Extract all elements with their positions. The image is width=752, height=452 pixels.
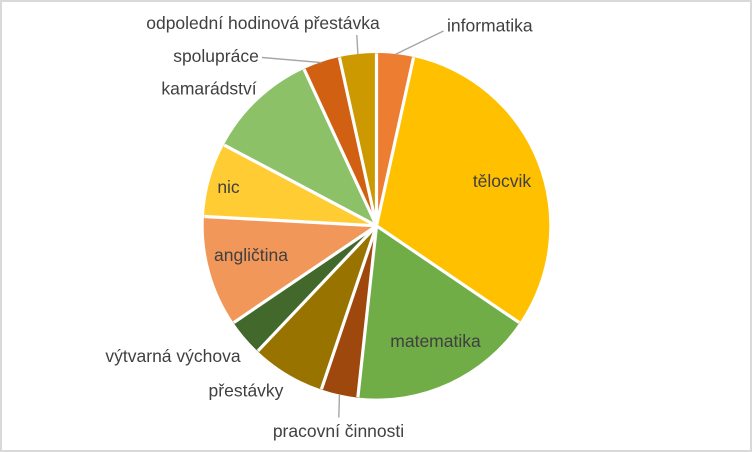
leader-line-pracovni-cinnosti <box>338 394 341 418</box>
slice-label-nic: nic <box>217 177 240 197</box>
slice-label-pracovni-cinnosti: pracovní činnosti <box>273 421 404 441</box>
slice-label-telocvik: tělocvik <box>473 171 532 191</box>
pie-slice-matematika <box>357 225 520 399</box>
leader-line-odpoledni-hodinova-prestavka <box>356 34 359 55</box>
slice-separator <box>232 224 378 324</box>
slice-label-vytvarna-vychova: výtvarná výchova <box>105 346 240 366</box>
slice-labels: informatika tělocvik matematika pracovní či… <box>105 13 532 441</box>
slice-label-kamaradstvi: kamarádství <box>161 79 256 99</box>
pie-slice-anglictina <box>203 216 377 323</box>
slice-separator <box>302 68 378 227</box>
pie-slice-vytvarna-vychova <box>233 225 377 352</box>
slice-separator <box>375 224 521 324</box>
leader-line-informatika <box>394 30 444 56</box>
slice-label-informatika: informatika <box>447 16 533 36</box>
slice-separator <box>256 224 378 353</box>
slice-separator <box>223 143 378 228</box>
slice-separator <box>204 214 377 228</box>
pie-slice-prestavky <box>257 225 377 390</box>
pie-slice-kamaradstvi <box>223 68 377 226</box>
slice-label-matematika: matematika <box>390 331 481 351</box>
slice-label-odpoledni-hodinova-prestavka: odpolední hodinová přestávka <box>146 13 380 33</box>
slice-separator <box>337 57 379 227</box>
slice-separators <box>204 53 521 398</box>
slice-label-spoluprace: spolupráce <box>173 46 259 66</box>
slice-label-anglictina: angličtina <box>214 245 288 265</box>
leader-line-spoluprace <box>261 56 322 64</box>
pie-slice-telocvik <box>376 57 550 323</box>
pie-slice-nic <box>203 144 377 226</box>
leader-lines <box>261 30 444 418</box>
slice-label-prestavky: přestávky <box>209 381 284 401</box>
slice-separator <box>356 225 379 398</box>
slice-separator <box>319 225 379 390</box>
slice-separator <box>374 57 416 227</box>
